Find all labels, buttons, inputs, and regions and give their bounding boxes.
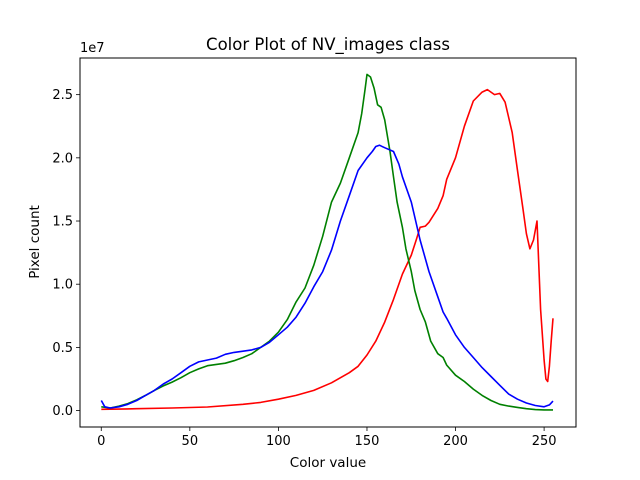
y-axis-ticks: 0.0 0.5 1.0 1.5 2.0 2.5	[52, 88, 80, 419]
x-tick-label: 50	[182, 434, 199, 449]
x-axis-label: Color value	[290, 455, 366, 471]
x-tick-label: 200	[443, 434, 468, 449]
y-tick-label: 2.5	[52, 88, 73, 103]
y-tick-label: 0.0	[52, 404, 73, 419]
y-tick-label: 1.5	[52, 215, 73, 230]
y-tick-label: 2.0	[52, 151, 73, 166]
x-axis-ticks: 0 50 100 150 200 250	[97, 427, 557, 449]
x-tick-label: 150	[355, 434, 380, 449]
series-line-2	[101, 73, 553, 411]
x-tick-label: 100	[266, 434, 291, 449]
plot-lines	[100, 73, 554, 411]
x-tick-label: 250	[532, 434, 557, 449]
series-line-3	[100, 144, 554, 409]
y-offset-label: 1e7	[80, 41, 105, 56]
chart-title: Color Plot of NV_images class	[206, 35, 450, 55]
y-tick-label: 1.0	[52, 278, 73, 293]
x-tick-label: 0	[97, 434, 105, 449]
y-tick-label: 0.5	[52, 341, 73, 356]
y-axis-label: Pixel count	[27, 205, 43, 279]
plot-area-frame	[79, 57, 577, 428]
series-line-1	[101, 88, 554, 411]
